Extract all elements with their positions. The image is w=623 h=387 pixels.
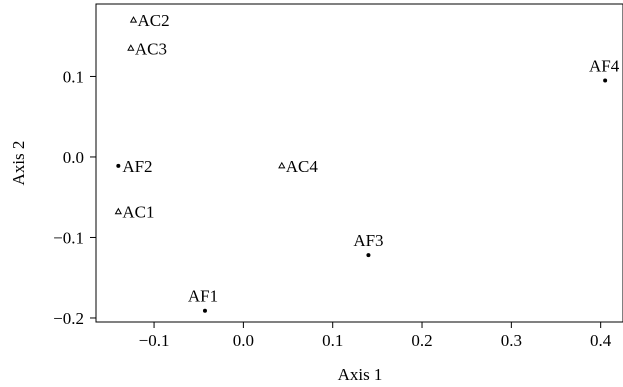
- x-tick-label: −0.1: [139, 331, 170, 350]
- point-label-af4: AF4: [589, 56, 620, 75]
- point-label-af1: AF1: [188, 287, 218, 306]
- point-marker-af3: [366, 253, 371, 258]
- point-marker-af2: [116, 163, 121, 168]
- point-label-ac4: AC4: [286, 157, 319, 176]
- point-marker-af4: [603, 78, 608, 83]
- x-tick-label: 0.2: [411, 331, 432, 350]
- point-marker-ac1: [114, 207, 122, 215]
- data-points: AC2 AC3 AC4 AC1 AF4 AF2 AF3 AF1: [114, 11, 620, 313]
- point-label-af3: AF3: [353, 231, 383, 250]
- plot-frame: [95, 3, 623, 323]
- point-marker-af1: [202, 308, 207, 313]
- point-label-ac1: AC1: [122, 203, 154, 222]
- x-axis-ticks: −0.1 0.0 0.1 0.2 0.3 0.4: [139, 322, 612, 350]
- point-marker-ac3: [127, 44, 135, 51]
- y-tick-label: −0.2: [53, 309, 84, 328]
- point-label-af2: AF2: [122, 157, 152, 176]
- y-tick-label: 0.0: [63, 148, 84, 167]
- y-tick-label: −0.1: [53, 228, 84, 247]
- x-tick-label: 0.0: [233, 331, 254, 350]
- x-tick-label: 0.3: [501, 331, 522, 350]
- point-label-ac2: AC2: [138, 11, 170, 30]
- x-tick-label: 0.4: [590, 331, 612, 350]
- point-marker-ac4: [278, 161, 286, 169]
- y-axis-ticks: −0.2 −0.1 0.0 0.1: [53, 67, 96, 328]
- y-axis-title: Axis 2: [9, 141, 28, 186]
- point-label-ac3: AC3: [135, 39, 167, 58]
- point-marker-ac2: [129, 16, 138, 23]
- x-axis-title: Axis 1: [338, 365, 383, 384]
- y-tick-label: 0.1: [63, 67, 84, 86]
- x-tick-label: 0.1: [322, 331, 343, 350]
